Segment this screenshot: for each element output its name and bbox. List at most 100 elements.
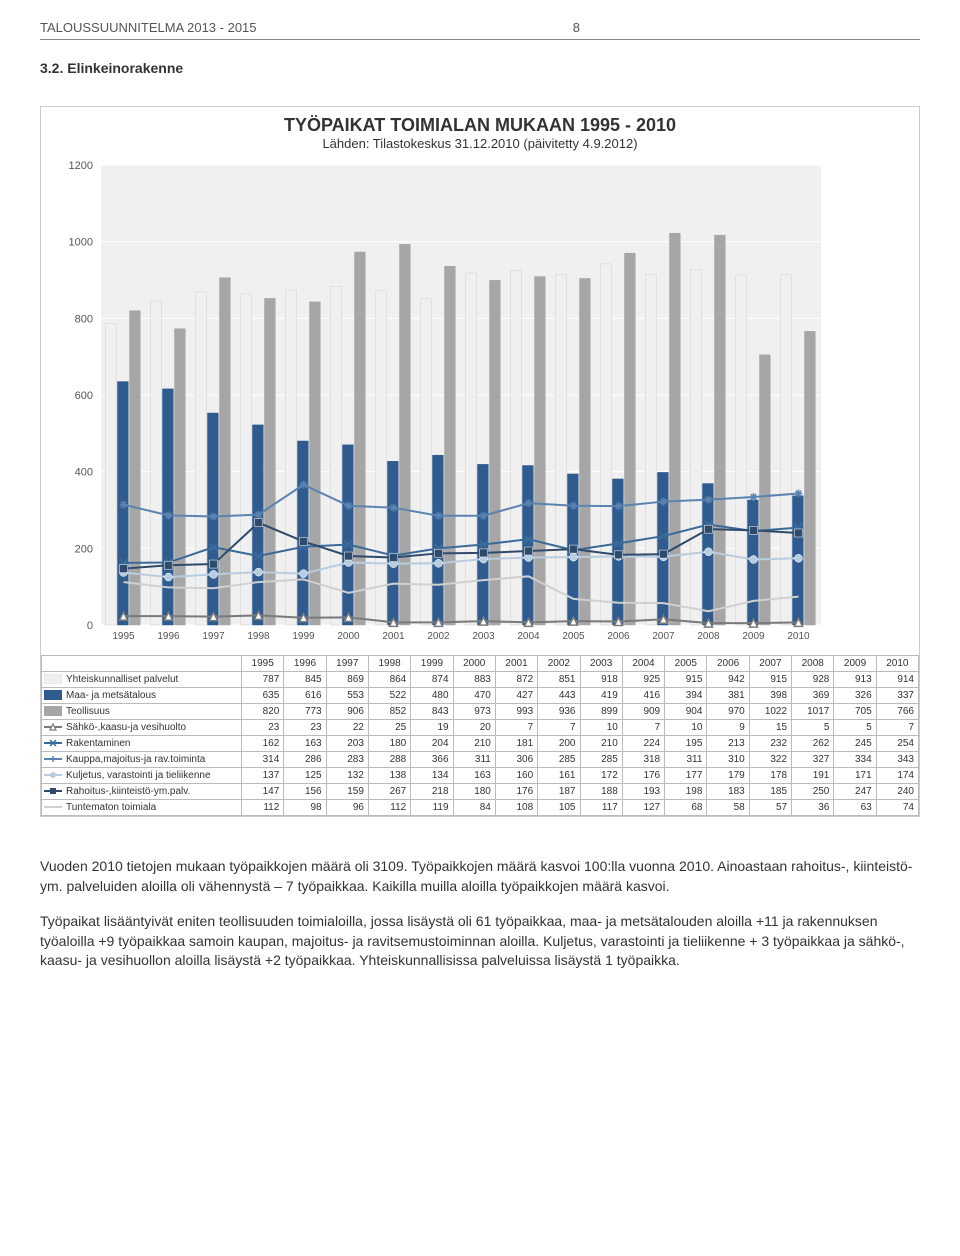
body-paragraph-1: Vuoden 2010 tietojen mukaan työpaikkojen… (40, 857, 920, 896)
table-cell: 162 (242, 736, 284, 752)
table-cell: 993 (495, 704, 537, 720)
table-cell: 820 (242, 704, 284, 720)
svg-text:200: 200 (75, 543, 93, 555)
table-cell: 343 (876, 752, 918, 768)
table-cell: 57 (749, 800, 791, 816)
table-cell: 283 (326, 752, 368, 768)
table-cell: 337 (876, 688, 918, 704)
svg-text:2002: 2002 (427, 631, 450, 642)
table-cell: 262 (792, 736, 834, 752)
table-cell: 254 (876, 736, 918, 752)
table-cell: 96 (326, 800, 368, 816)
svg-text:1996: 1996 (157, 631, 180, 642)
table-cell: 851 (538, 672, 580, 688)
table-cell: 925 (622, 672, 664, 688)
table-cell: 218 (411, 784, 453, 800)
table-cell: 553 (326, 688, 368, 704)
table-cell: 616 (284, 688, 326, 704)
table-cell: 787 (242, 672, 284, 688)
svg-text:2010: 2010 (787, 631, 810, 642)
svg-text:2008: 2008 (697, 631, 720, 642)
table-cell: 381 (707, 688, 749, 704)
table-cell: 137 (242, 768, 284, 784)
table-cell: 108 (495, 800, 537, 816)
chart-subtitle: Lähden: Tilastokeskus 31.12.2010 (päivit… (41, 136, 919, 151)
table-cell: 22 (326, 720, 368, 736)
table-cell: 134 (411, 768, 453, 784)
svg-text:2009: 2009 (742, 631, 765, 642)
table-cell: 427 (495, 688, 537, 704)
table-cell: 394 (665, 688, 707, 704)
table-cell: 906 (326, 704, 368, 720)
doc-header-rule (40, 39, 920, 40)
table-cell: 845 (284, 672, 326, 688)
table-cell: 326 (834, 688, 876, 704)
table-cell: 174 (876, 768, 918, 784)
table-cell: 171 (834, 768, 876, 784)
table-cell: 213 (707, 736, 749, 752)
svg-text:2003: 2003 (472, 631, 495, 642)
table-cell: 191 (792, 768, 834, 784)
table-cell: 132 (326, 768, 368, 784)
table-cell: 200 (538, 736, 580, 752)
table-cell: 522 (368, 688, 410, 704)
table-cell: 9 (707, 720, 749, 736)
table-cell: 766 (876, 704, 918, 720)
table-cell: 161 (538, 768, 580, 784)
doc-header-left: TALOUSSUUNNITELMA 2013 - 2015 (40, 20, 257, 35)
table-cell: 10 (580, 720, 622, 736)
table-cell: 98 (284, 800, 326, 816)
table-cell: 63 (834, 800, 876, 816)
svg-text:2005: 2005 (562, 631, 585, 642)
table-cell: 204 (411, 736, 453, 752)
table-cell: 904 (665, 704, 707, 720)
table-cell: 7 (495, 720, 537, 736)
table-cell: 224 (622, 736, 664, 752)
table-cell: 198 (665, 784, 707, 800)
table-cell: 112 (242, 800, 284, 816)
table-cell: 179 (707, 768, 749, 784)
table-cell: 185 (749, 784, 791, 800)
table-cell: 247 (834, 784, 876, 800)
table-cell: 327 (792, 752, 834, 768)
table-cell: 36 (792, 800, 834, 816)
table-cell: 232 (749, 736, 791, 752)
section-title: 3.2. Elinkeinorakenne (40, 60, 920, 76)
table-cell: 267 (368, 784, 410, 800)
table-cell: 156 (284, 784, 326, 800)
svg-text:2006: 2006 (607, 631, 630, 642)
table-cell: 883 (453, 672, 495, 688)
table-cell: 970 (707, 704, 749, 720)
table-cell: 913 (834, 672, 876, 688)
table-cell: 74 (876, 800, 918, 816)
svg-text:1997: 1997 (202, 631, 225, 642)
table-cell: 311 (453, 752, 495, 768)
svg-text:1000: 1000 (69, 237, 93, 249)
table-cell: 178 (749, 768, 791, 784)
table-cell: 705 (834, 704, 876, 720)
table-cell: 973 (453, 704, 495, 720)
table-cell: 183 (707, 784, 749, 800)
chart-container: TYÖPAIKAT TOIMIALAN MUKAAN 1995 - 2010 L… (40, 106, 920, 817)
table-cell: 138 (368, 768, 410, 784)
table-cell: 163 (284, 736, 326, 752)
table-cell: 306 (495, 752, 537, 768)
series-label: Sähkö-,kaasu-ja vesihuolto (42, 720, 242, 736)
table-cell: 250 (792, 784, 834, 800)
table-cell: 193 (622, 784, 664, 800)
table-cell: 147 (242, 784, 284, 800)
table-cell: 311 (665, 752, 707, 768)
table-cell: 369 (792, 688, 834, 704)
svg-text:600: 600 (75, 390, 93, 402)
table-cell: 119 (411, 800, 453, 816)
table-cell: 245 (834, 736, 876, 752)
table-cell: 160 (495, 768, 537, 784)
table-cell: 23 (284, 720, 326, 736)
table-cell: 58 (707, 800, 749, 816)
table-cell: 314 (242, 752, 284, 768)
svg-text:2007: 2007 (652, 631, 675, 642)
series-label: Teollisuus (42, 704, 242, 720)
table-cell: 10 (665, 720, 707, 736)
svg-text:1200: 1200 (69, 160, 93, 172)
table-cell: 398 (749, 688, 791, 704)
